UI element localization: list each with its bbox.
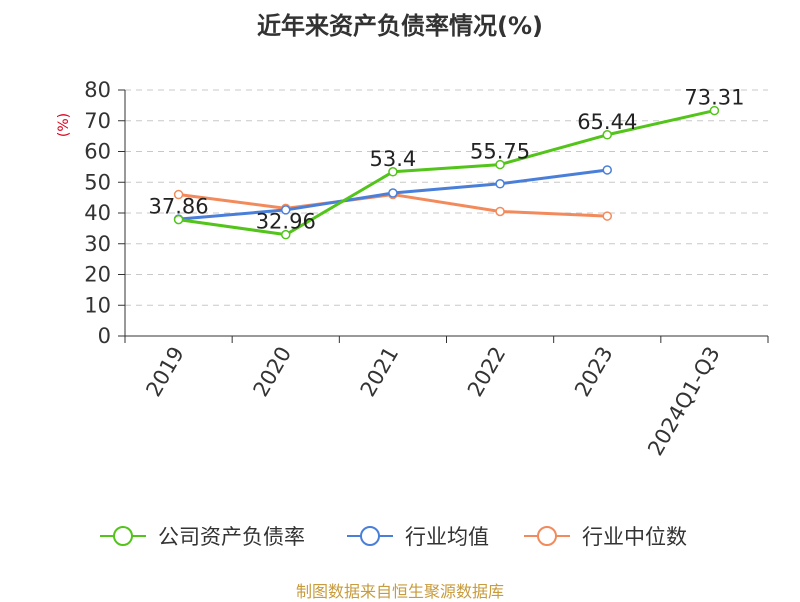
y-tick-label: 10 [84,293,111,317]
data-label: 32.96 [256,210,316,234]
legend-marker [360,526,380,546]
y-tick-label: 40 [84,201,111,225]
data-point [495,159,505,170]
data-point [495,206,505,217]
data-point [602,165,612,175]
data-label: 55.75 [470,140,530,164]
data-point [173,214,184,225]
x-tick-label: 2020 [249,343,297,401]
data-point [388,188,398,198]
x-tick-label: 2023 [570,343,618,401]
legend-label: 行业均值 [405,525,489,549]
data-point [281,205,291,215]
data-point [495,179,505,189]
data-point [602,130,612,140]
y-tick-label: 60 [84,140,111,164]
data-point [709,105,720,116]
data-point [281,229,291,240]
y-tick-label: 50 [84,170,111,194]
x-tick-label: 2024Q1-Q3 [643,343,725,460]
data-point [173,189,184,200]
y-tick-label: 20 [84,263,111,287]
chart-title: 近年来资产负债率情况(%) [257,12,543,40]
data-label: 37.86 [149,195,209,219]
x-tick-label: 2019 [141,343,189,401]
series-line [178,109,715,237]
source-note: 制图数据来自恒生聚源数据库 [295,582,504,601]
y-tick-label: 80 [84,78,111,102]
data-label: 65.44 [577,110,637,134]
legend-label: 行业中位数 [582,525,687,549]
x-tick-label: 2021 [356,343,404,401]
legend-marker [537,526,557,546]
y-tick-label: 0 [98,324,111,348]
y-tick-label: 70 [84,109,111,133]
y-tick-label: 30 [84,232,111,256]
legend-marker [113,526,133,546]
x-tick-label: 2022 [463,343,511,401]
y-axis-label: (%) [56,113,72,137]
data-label: 73.31 [684,86,744,110]
data-point [602,211,612,221]
data-point [388,167,398,177]
legend-label: 公司资产负债率 [158,525,305,549]
data-label: 53.4 [370,147,417,171]
